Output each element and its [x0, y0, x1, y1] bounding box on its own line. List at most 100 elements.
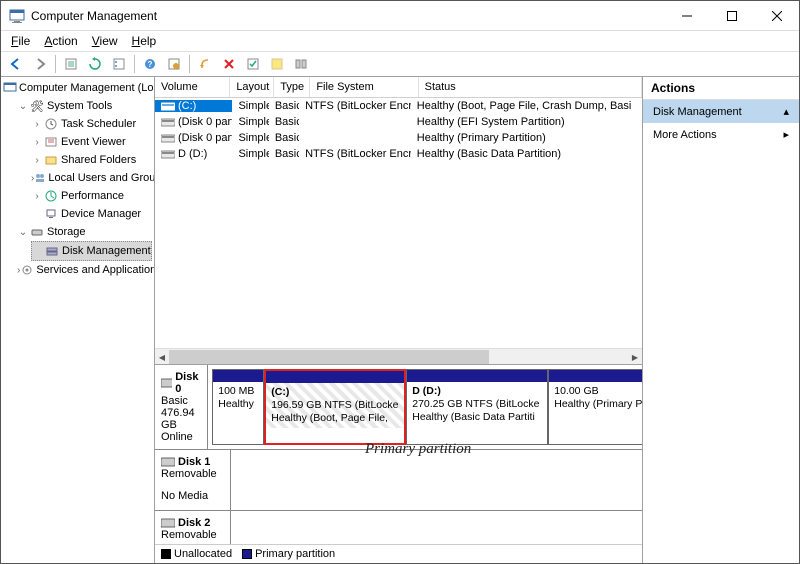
menu-help[interactable]: Help	[126, 33, 163, 49]
node-icon	[43, 188, 59, 204]
partition-stripe	[549, 370, 642, 382]
disk-row: Disk 2RemovableNo Media	[155, 511, 642, 544]
partition-stripe	[266, 371, 404, 383]
legend: Unallocated Primary partition	[155, 544, 642, 563]
node-icon	[43, 116, 59, 132]
tree-item[interactable]: ›Task Scheduler	[31, 115, 152, 133]
partition-stripe	[213, 370, 263, 382]
disk-icon	[44, 243, 60, 259]
scroll-thumb[interactable]	[169, 350, 489, 364]
tree-item[interactable]: Device Manager	[31, 205, 152, 223]
navigation-tree: Computer Management (Local ⌄🛠System Tool…	[1, 77, 155, 563]
actions-header: Actions	[643, 77, 799, 100]
column-header[interactable]: Layout	[230, 77, 274, 97]
volume-row[interactable]: D (D:)SimpleBasicNTFS (BitLocker Encrypt…	[155, 146, 642, 162]
expand-icon[interactable]: ›	[31, 119, 43, 130]
toolbar-separator	[134, 55, 135, 73]
window-controls	[664, 1, 799, 30]
node-icon	[43, 134, 59, 150]
minimize-button[interactable]	[664, 1, 709, 30]
disk-info[interactable]: Disk 0Basic476.94 GBOnline	[155, 365, 208, 449]
properties-button[interactable]	[60, 53, 82, 75]
tools-icon: 🛠	[29, 98, 45, 114]
expand-icon[interactable]: ›	[31, 191, 43, 202]
column-header[interactable]: Volume	[155, 77, 230, 97]
partition[interactable]: D (D:)270.25 GB NTFS (BitLockeHealthy (B…	[406, 369, 548, 445]
menu-file[interactable]: File	[5, 33, 36, 49]
tree-services[interactable]: ›Services and Applications	[17, 261, 152, 279]
volume-list-body: (C:)SimpleBasicNTFS (BitLocker Encrypted…	[155, 98, 642, 348]
actions-pane: Actions Disk Management▴ More Actions▸	[643, 77, 799, 563]
partition[interactable]: 100 MBHealthy	[212, 369, 264, 445]
toolbar: ?	[1, 51, 799, 77]
node-icon	[34, 170, 46, 186]
tree-item[interactable]: ›Shared Folders	[31, 151, 152, 169]
tree-item[interactable]: ›Local Users and Groups	[31, 169, 152, 187]
actions-more[interactable]: More Actions▸	[643, 123, 799, 146]
tree-root[interactable]: Computer Management (Local	[3, 79, 152, 97]
app-icon	[9, 8, 25, 24]
svg-text:?: ?	[148, 60, 153, 69]
disk-row: Disk 0Basic476.94 GBOnline100 MBHealthy(…	[155, 365, 642, 450]
delete-button[interactable]	[218, 53, 240, 75]
tree-item[interactable]: ›Performance	[31, 187, 152, 205]
close-button[interactable]	[754, 1, 799, 30]
scroll-left-icon[interactable]: ◀	[155, 349, 169, 365]
help-button[interactable]: ?	[139, 53, 161, 75]
volume-row[interactable]: (Disk 0 partition 1)SimpleBasicHealthy (…	[155, 114, 642, 130]
volume-list: VolumeLayoutTypeFile SystemStatus (C:)Si…	[155, 77, 642, 365]
new-button[interactable]	[266, 53, 288, 75]
storage-icon	[29, 224, 45, 240]
services-icon	[20, 262, 34, 278]
window-title: Computer Management	[31, 9, 664, 23]
partition[interactable]: (C:)196.59 GB NTFS (BitLockeHealthy (Boo…	[264, 369, 406, 445]
disk-info[interactable]: Disk 2RemovableNo Media	[155, 511, 231, 544]
details-button[interactable]	[290, 53, 312, 75]
undo-button[interactable]	[194, 53, 216, 75]
legend-unallocated: Unallocated	[161, 548, 232, 560]
collapse-icon[interactable]: ⌄	[17, 101, 29, 112]
legend-primary: Primary partition	[242, 548, 335, 560]
check-button[interactable]	[242, 53, 264, 75]
forward-button[interactable]	[29, 53, 51, 75]
collapse-icon[interactable]: ⌄	[17, 227, 29, 238]
node-icon	[43, 152, 59, 168]
refresh-button[interactable]	[84, 53, 106, 75]
tree-system-tools[interactable]: ⌄🛠System Tools	[17, 97, 152, 115]
node-icon	[43, 206, 59, 222]
expand-icon[interactable]: ›	[31, 137, 43, 148]
toolbar-separator	[189, 55, 190, 73]
column-header[interactable]: Type	[274, 77, 310, 97]
disk-info[interactable]: Disk 1RemovableNo Media	[155, 450, 231, 510]
horizontal-scrollbar[interactable]: ◀ ▶	[155, 348, 642, 364]
computer-icon	[3, 80, 17, 96]
column-header[interactable]: Status	[419, 77, 642, 97]
main-area: Computer Management (Local ⌄🛠System Tool…	[1, 77, 799, 563]
menu-bar: File Action View Help	[1, 31, 799, 51]
expand-icon[interactable]: ›	[31, 155, 43, 166]
collapse-icon: ▴	[783, 105, 789, 118]
settings-button[interactable]	[163, 53, 185, 75]
disk-partitions	[231, 450, 642, 510]
chevron-right-icon: ▸	[783, 128, 789, 141]
scroll-right-icon[interactable]: ▶	[628, 349, 642, 365]
column-header[interactable]: File System	[310, 77, 418, 97]
back-button[interactable]	[5, 53, 27, 75]
partition[interactable]: 10.00 GBHealthy (Primary P	[548, 369, 642, 445]
tree-item[interactable]: ›Event Viewer	[31, 133, 152, 151]
partition-stripe	[407, 370, 547, 382]
volume-row[interactable]: (C:)SimpleBasicNTFS (BitLocker Encrypted…	[155, 98, 642, 114]
maximize-button[interactable]	[709, 1, 754, 30]
tree-storage[interactable]: ⌄Storage	[17, 223, 152, 241]
actions-disk-management[interactable]: Disk Management▴	[643, 100, 799, 123]
volume-list-header: VolumeLayoutTypeFile SystemStatus	[155, 77, 642, 98]
disk-partitions	[231, 511, 642, 544]
annotation-label: Primary partition	[365, 441, 471, 458]
menu-view[interactable]: View	[86, 33, 124, 49]
tree-disk-management[interactable]: Disk Management	[31, 241, 152, 261]
volume-row[interactable]: (Disk 0 partition 4)SimpleBasicHealthy (…	[155, 130, 642, 146]
list-button[interactable]	[108, 53, 130, 75]
disk-partitions: 100 MBHealthy(C:)196.59 GB NTFS (BitLock…	[208, 365, 642, 449]
menu-action[interactable]: Action	[38, 33, 83, 49]
content-pane: VolumeLayoutTypeFile SystemStatus (C:)Si…	[155, 77, 643, 563]
